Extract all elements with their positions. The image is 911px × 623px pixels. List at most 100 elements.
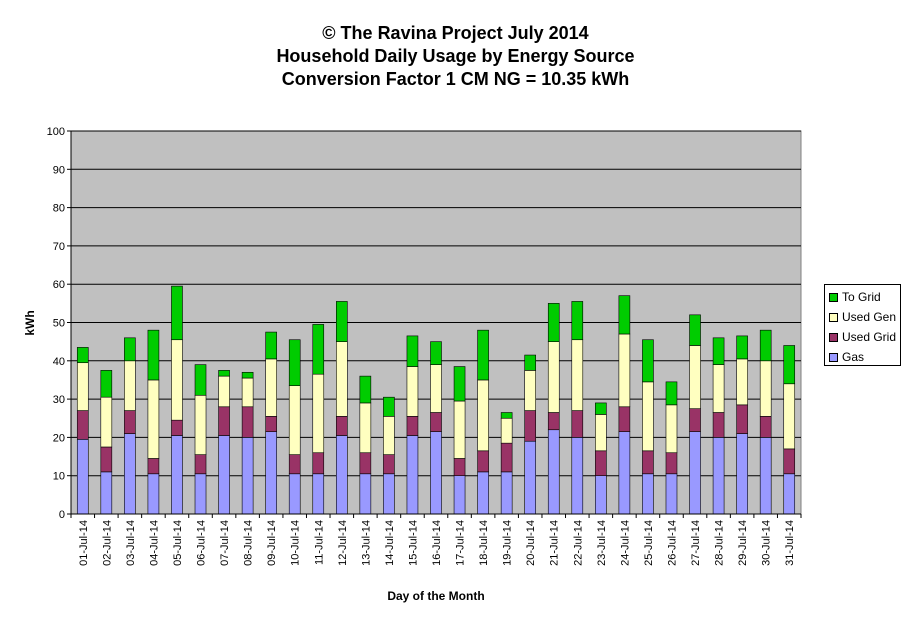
bar-used-gen [524,370,536,411]
x-tick-label: 25-Jul-14 [643,520,655,566]
x-tick-label: 27-Jul-14 [690,520,702,566]
y-tick-label: 100 [47,126,65,138]
bar-used-gen [547,341,560,413]
bar-used-gen [595,414,607,452]
bar-to-grid [100,370,113,398]
bar-to-grid [665,381,678,406]
bar-used-gen [736,358,748,406]
bar-used-gen [194,394,207,455]
bar-gas [665,473,678,515]
x-tick-label: 30-Jul-14 [761,520,773,566]
x-tick-label: 01-Jul-14 [78,520,90,566]
bar-used-gen [500,417,513,444]
bar-used-grid [547,412,560,431]
bar-to-grid [406,335,419,367]
bar-used-grid [453,458,466,476]
bar-used-grid [406,416,419,436]
bar-to-grid [712,337,725,365]
bar-used-gen [642,381,654,452]
bar-used-grid [712,412,725,438]
bar-gas [571,437,584,515]
x-tick-label: 20-Jul-14 [525,520,537,566]
x-tick-label: 29-Jul-14 [737,520,749,566]
x-tick-label: 23-Jul-14 [596,520,608,566]
x-tick-label: 06-Jul-14 [196,520,208,566]
x-tick-label: 24-Jul-14 [619,520,631,566]
bar-gas [147,473,160,515]
bar-gas [618,431,631,515]
bar-gas [595,475,607,515]
bar-gas [124,433,136,515]
x-tick-label: 08-Jul-14 [243,520,255,566]
x-tick-label: 18-Jul-14 [478,520,490,566]
bar-used-gen [665,404,678,454]
y-axis-title: kWh [23,310,37,335]
bar-used-grid [477,450,489,473]
bar-to-grid [571,301,584,341]
bar-to-grid [171,285,183,341]
bar-gas [288,473,301,515]
bar-used-grid [618,406,631,432]
legend-swatch-used-gen [829,312,838,322]
bar-gas [453,475,466,515]
bar-gas [430,431,442,515]
bar-used-gen [783,383,796,450]
x-tick-label: 17-Jul-14 [455,520,467,566]
bars [76,285,796,515]
bar-gas [712,437,725,515]
chart-title-line-2: Household Daily Usage by Energy Source [276,46,635,66]
bar-to-grid [194,364,207,396]
bar-to-grid [453,366,466,402]
bar-to-grid [783,345,796,385]
bar-used-grid [288,454,301,475]
bar-used-grid [218,406,230,436]
bar-gas [524,440,536,515]
bar-used-grid [194,454,207,475]
bar-gas [500,471,513,515]
chart-title: © The Ravina Project July 2014 Household… [0,22,911,91]
bar-gas [265,431,277,515]
bar-to-grid [736,335,748,360]
bar-used-grid [759,416,772,438]
bar-gas [76,439,89,515]
bar-used-grid [642,450,654,475]
bar-used-gen [218,375,230,408]
x-tick-label: 11-Jul-14 [313,520,325,565]
bar-used-gen [312,373,325,454]
bar-used-grid [736,404,748,434]
legend-label-gas: Gas [842,350,865,364]
x-tick-label: 14-Jul-14 [384,520,396,566]
bar-used-gen [571,339,584,411]
x-tick-label: 13-Jul-14 [360,520,372,566]
bar-to-grid [547,303,560,342]
bar-to-grid [359,375,372,404]
bar-to-grid [147,329,160,381]
bar-used-gen [618,333,631,408]
bar-to-grid [265,331,277,360]
bar-gas [100,471,113,515]
x-axis-title: Day of the Month [387,589,484,603]
y-tick-label: 60 [53,279,65,291]
bar-to-grid [759,329,772,362]
bar-used-grid [689,408,701,432]
bar-used-grid [100,446,113,473]
bar-to-grid [218,370,230,377]
bar-to-grid [618,295,631,335]
bar-used-gen [477,379,489,452]
x-tick-label: 26-Jul-14 [666,520,678,566]
bar-to-grid [124,337,136,362]
bar-used-gen [124,360,136,411]
bar-used-grid [336,416,348,436]
x-axis-ticks: 01-Jul-14 02-Jul-14 03-Jul-14 04-Jul-14 05-J… [70,514,802,566]
bar-used-grid [147,458,160,475]
x-tick-label: 07-Jul-14 [219,520,231,566]
y-tick-label: 70 [53,241,65,253]
y-tick-label: 40 [53,356,65,368]
legend-label-used-gen: Used Gen [842,310,897,324]
x-tick-label: 31-Jul-14 [784,520,796,566]
x-tick-label: 03-Jul-14 [125,520,137,566]
bar-to-grid [336,301,348,342]
x-tick-label: 22-Jul-14 [572,520,584,566]
bar-used-gen [383,416,395,455]
